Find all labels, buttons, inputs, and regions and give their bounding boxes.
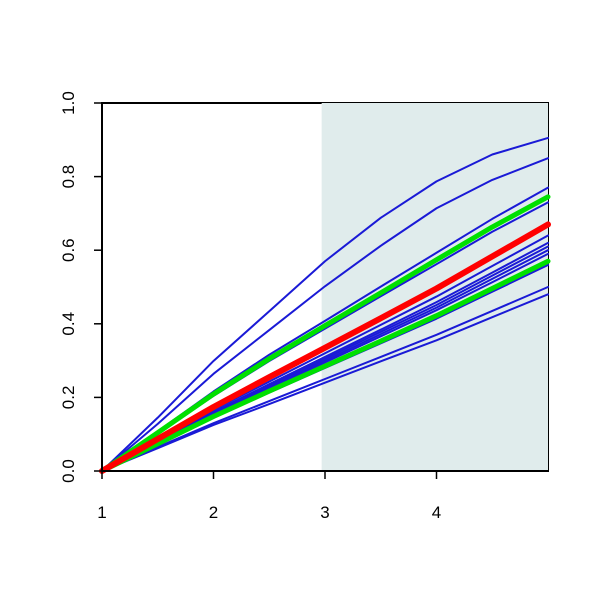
y-tick-label: 0.4 [59,312,78,336]
y-tick-label: 0.0 [59,459,78,483]
curve [101,286,549,472]
curve [99,221,551,474]
y-tick-label: 1.0 [59,91,78,115]
curve [99,194,551,474]
x-tick-label: 3 [320,503,329,522]
x-tick-label: 4 [432,503,441,522]
y-tick-label: 0.6 [59,238,78,262]
curve [101,293,549,472]
y-tick-label: 0.8 [59,165,78,189]
y-tick-label: 0.2 [59,386,78,410]
curve [101,157,549,472]
x-tick-label: 2 [209,503,218,522]
curve [99,258,551,474]
x-tick-label: 1 [97,503,106,522]
curve [101,136,549,472]
